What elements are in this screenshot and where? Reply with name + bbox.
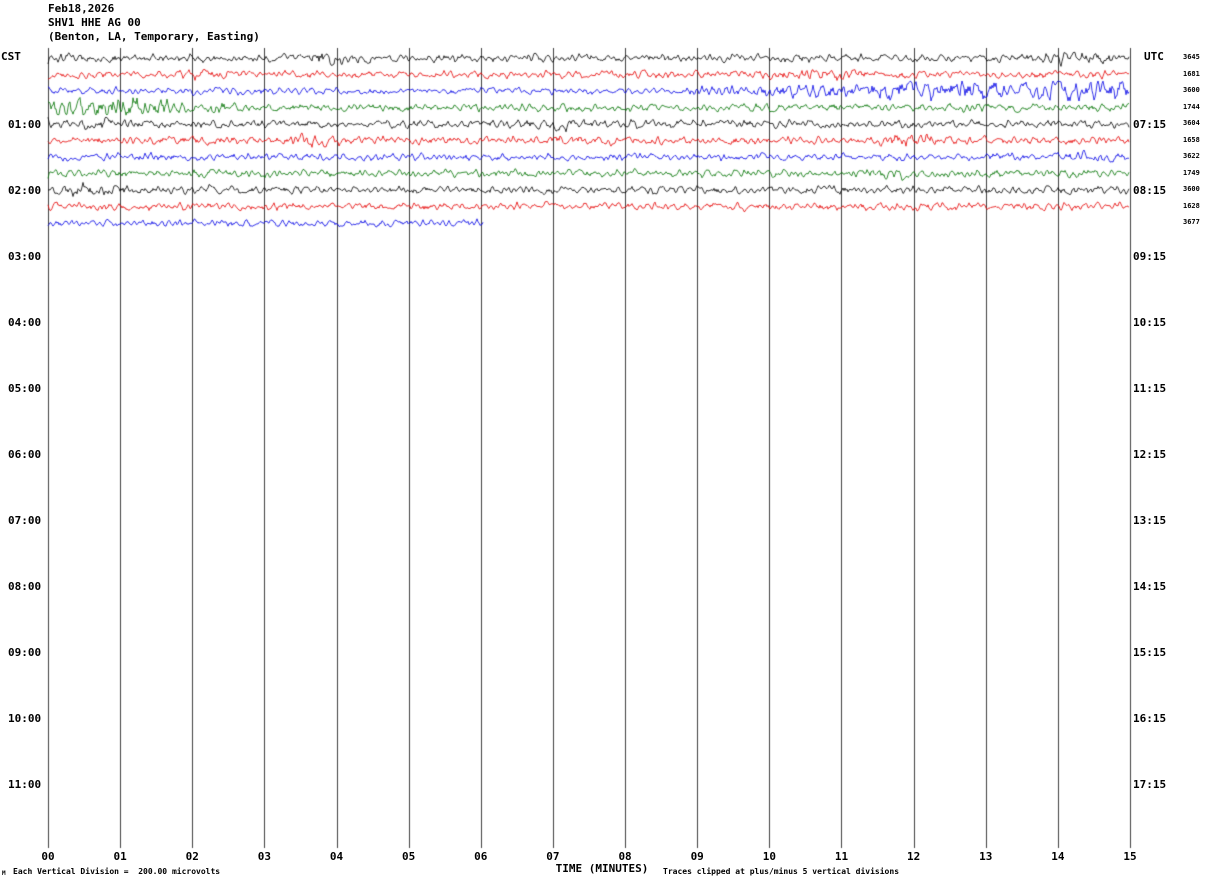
x-tick-label: 15 bbox=[1123, 850, 1137, 863]
left-time-label: 09:00 bbox=[8, 646, 42, 659]
x-tick-label: 04 bbox=[329, 850, 344, 863]
x-tick-label: 12 bbox=[906, 850, 921, 863]
right-time-label: 07:15 bbox=[1133, 118, 1167, 131]
right-time-label: 08:15 bbox=[1133, 184, 1167, 197]
right-time-label: 09:15 bbox=[1133, 250, 1167, 263]
trace-amplitude-label: 1628 bbox=[1183, 201, 1200, 210]
trace-amplitude-label: 3600 bbox=[1183, 86, 1200, 94]
x-tick-label: 06 bbox=[474, 850, 488, 863]
record-date: Feb18,2026 bbox=[48, 2, 115, 15]
left-time-label: 10:00 bbox=[8, 712, 42, 725]
x-tick-label: 00 bbox=[41, 850, 55, 863]
right-time-label: 11:15 bbox=[1133, 382, 1167, 395]
left-timezone-label: CST bbox=[1, 50, 21, 63]
station-code: SHV1 HHE AG 00 bbox=[48, 16, 141, 29]
trace-amplitude-label: 1749 bbox=[1183, 168, 1200, 177]
right-time-label: 13:15 bbox=[1133, 514, 1167, 527]
right-time-label: 16:15 bbox=[1133, 712, 1167, 725]
x-tick-label: 09 bbox=[690, 850, 704, 863]
x-axis-title: TIME (MINUTES) bbox=[555, 862, 649, 875]
left-time-label: 02:00 bbox=[8, 184, 42, 197]
left-time-label: 01:00 bbox=[8, 118, 42, 131]
x-tick-label: 03 bbox=[257, 850, 272, 863]
x-tick-label: 10 bbox=[762, 850, 776, 863]
x-tick-label: 14 bbox=[1051, 850, 1065, 863]
trace-amplitude-label: 1744 bbox=[1183, 102, 1200, 111]
right-time-label: 15:15 bbox=[1133, 646, 1167, 659]
station-location: (Benton, LA, Temporary, Easting) bbox=[48, 30, 260, 43]
right-time-label: 14:15 bbox=[1133, 580, 1167, 593]
x-tick-label: 02 bbox=[185, 850, 199, 863]
left-time-label: 03:00 bbox=[8, 250, 42, 263]
scale-glyph: M bbox=[2, 870, 6, 877]
left-time-label: 08:00 bbox=[8, 580, 42, 593]
scale-note: Each Vertical Division = 200.00 microvol… bbox=[13, 867, 221, 876]
clip-note: Traces clipped at plus/minus 5 vertical … bbox=[663, 867, 900, 876]
right-timezone-label: UTC bbox=[1144, 50, 1164, 63]
right-time-label: 10:15 bbox=[1133, 316, 1167, 329]
left-time-label: 11:00 bbox=[8, 778, 42, 791]
trace-amplitude-label: 1658 bbox=[1183, 135, 1200, 144]
left-time-label: 06:00 bbox=[8, 448, 42, 461]
x-tick-label: 07 bbox=[546, 850, 560, 863]
x-tick-label: 05 bbox=[402, 850, 416, 863]
trace-amplitude-label: 3622 bbox=[1183, 152, 1200, 160]
trace-amplitude-label: 3600 bbox=[1183, 185, 1200, 193]
x-tick-label: 11 bbox=[834, 850, 849, 863]
trace-amplitude-label: 1681 bbox=[1183, 69, 1200, 78]
left-time-label: 05:00 bbox=[8, 382, 42, 395]
trace-amplitude-label: 3604 bbox=[1183, 119, 1200, 127]
left-time-label: 04:00 bbox=[8, 316, 42, 329]
trace-amplitude-label: 3677 bbox=[1183, 218, 1200, 226]
left-time-label: 07:00 bbox=[8, 514, 42, 527]
x-tick-label: 13 bbox=[979, 850, 993, 863]
right-time-label: 12:15 bbox=[1133, 448, 1167, 461]
trace-amplitude-label: 3645 bbox=[1183, 53, 1200, 61]
x-tick-label: 01 bbox=[113, 850, 127, 863]
right-time-label: 17:15 bbox=[1133, 778, 1167, 791]
x-tick-label: 08 bbox=[618, 850, 632, 863]
